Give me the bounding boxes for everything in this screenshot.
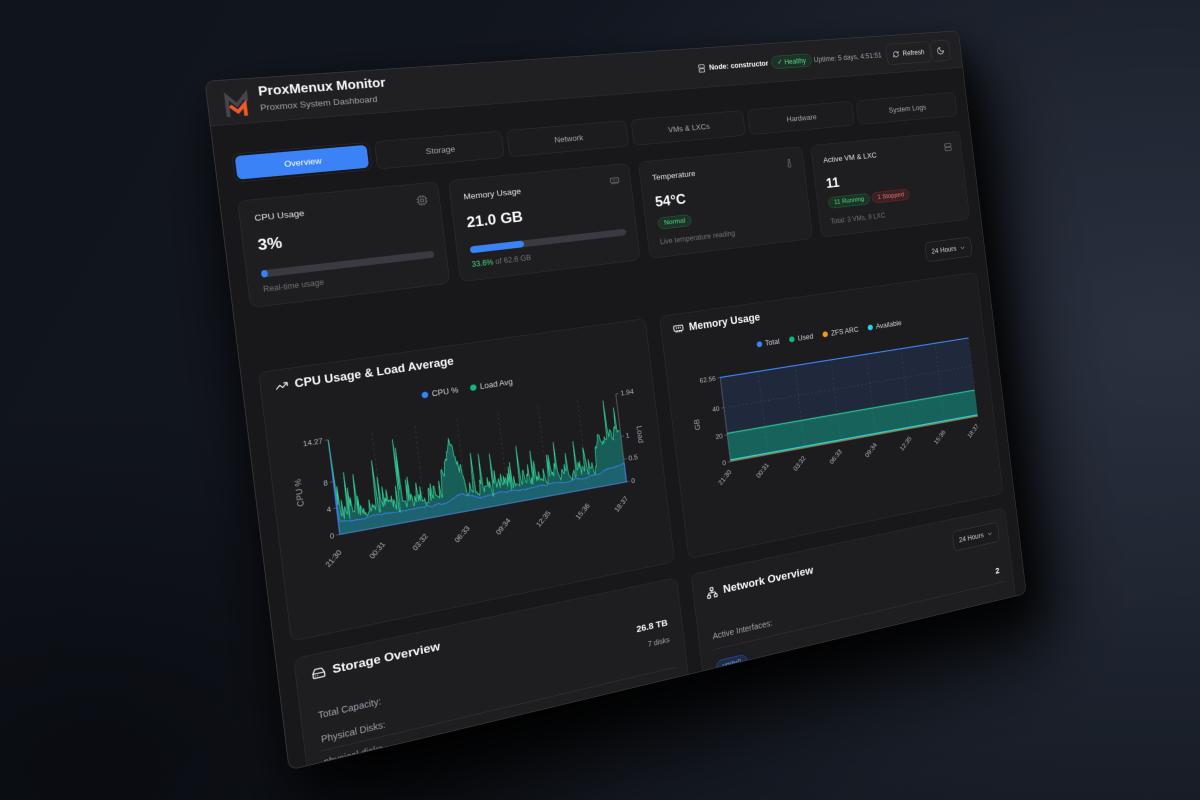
svg-text:CPU %: CPU % <box>293 478 306 507</box>
svg-text:0: 0 <box>722 459 727 467</box>
svg-text:21:30: 21:30 <box>324 548 344 568</box>
svg-text:8: 8 <box>323 479 329 488</box>
svg-text:20: 20 <box>715 432 723 441</box>
svg-text:09:34: 09:34 <box>864 441 879 458</box>
svg-text:18:37: 18:37 <box>613 495 630 514</box>
svg-text:0.5: 0.5 <box>628 453 639 462</box>
svg-text:4: 4 <box>326 505 332 514</box>
svg-text:62.56: 62.56 <box>699 375 716 385</box>
svg-text:00:31: 00:31 <box>755 461 771 479</box>
svg-text:0: 0 <box>330 532 336 541</box>
svg-text:GB: GB <box>693 418 702 430</box>
svg-text:14.27: 14.27 <box>302 437 323 448</box>
svg-text:18:37: 18:37 <box>966 422 980 439</box>
svg-text:03:32: 03:32 <box>792 454 807 472</box>
svg-text:1.94: 1.94 <box>620 388 634 398</box>
svg-text:12:35: 12:35 <box>535 509 553 528</box>
svg-text:15:36: 15:36 <box>574 502 592 521</box>
svg-text:15:36: 15:36 <box>933 429 947 446</box>
svg-text:Load: Load <box>635 425 645 444</box>
svg-text:03:32: 03:32 <box>411 532 430 552</box>
svg-text:40: 40 <box>712 405 720 414</box>
svg-text:1: 1 <box>625 431 630 439</box>
svg-text:21:30: 21:30 <box>717 468 733 486</box>
svg-text:06:33: 06:33 <box>453 524 472 544</box>
svg-text:00:31: 00:31 <box>368 540 388 560</box>
svg-text:09:34: 09:34 <box>494 517 512 537</box>
svg-text:06:33: 06:33 <box>828 448 843 466</box>
svg-text:0: 0 <box>631 477 636 485</box>
svg-text:12:35: 12:35 <box>899 435 914 452</box>
